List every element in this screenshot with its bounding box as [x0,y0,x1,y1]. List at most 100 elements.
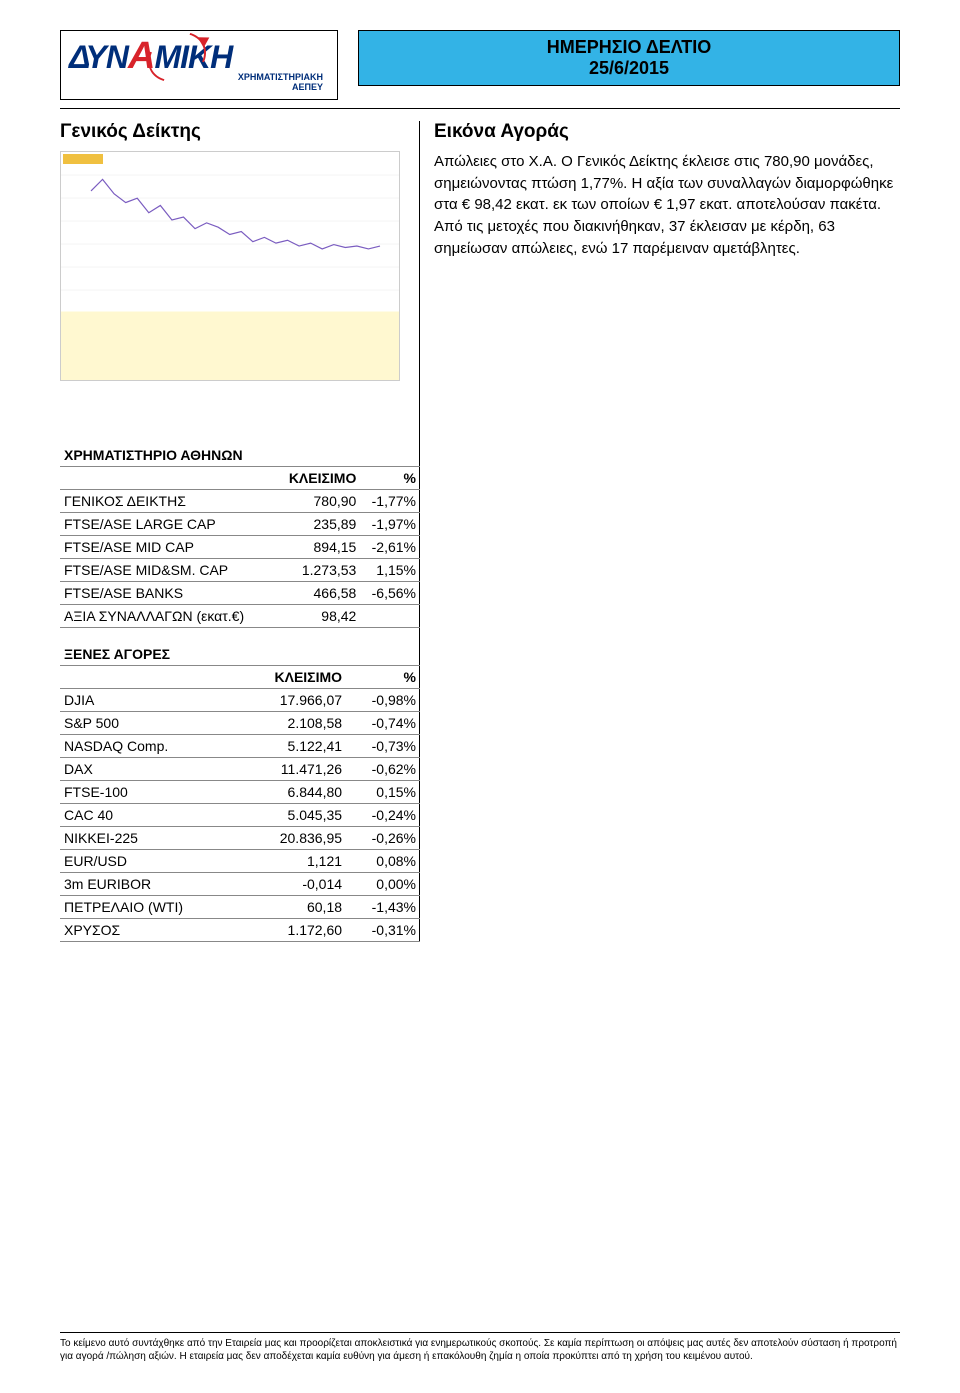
row-name: DJIA [60,688,239,711]
table-row: FTSE/ASE LARGE CAP235,89-1,97% [60,512,420,535]
row-close: 60,18 [239,895,346,918]
logo-box: ΔΥΝΑΜΙΚΗ ΧΡΗΜΑΤΙΣΤΗΡΙΑΚΗ ΑΕΠΕΥ [60,30,338,100]
row-pct: 0,08% [346,849,420,872]
row-close: 894,15 [274,535,360,558]
right-column: Εικόνα Αγοράς Απώλειες στο Χ.Α. Ο Γενικό… [420,121,900,942]
row-pct: 0,15% [346,780,420,803]
row-close: 98,42 [274,604,360,627]
row-pct: -0,31% [346,918,420,941]
header: ΔΥΝΑΜΙΚΗ ΧΡΗΜΑΤΙΣΤΗΡΙΑΚΗ ΑΕΠΕΥ ΗΜΕΡΗΣΙΟ … [60,30,900,100]
row-close: 2.108,58 [239,711,346,734]
row-close: 5.122,41 [239,734,346,757]
row-pct: -1,77% [360,489,420,512]
row-close: 1.273,53 [274,558,360,581]
table-header [60,665,239,688]
report-title: ΗΜΕΡΗΣΙΟ ΔΕΛΤΙΟ [369,37,889,58]
row-name: FTSE/ASE MID CAP [60,535,274,558]
logo-sub-line: ΧΡΗΜΑΤΙΣΤΗΡΙΑΚΗ [238,72,323,82]
row-name: ΑΞΙΑ ΣΥΝΑΛΛΑΓΩΝ (εκατ.€) [60,604,274,627]
row-name: ΓΕΝΙΚΟΣ ΔΕΙΚΤΗΣ [60,489,274,512]
row-pct: -6,56% [360,581,420,604]
content: Γενικός Δείκτης ΧΡΗΜΑΤΙΣΤΗΡΙΟ ΑΘΗΝΩΝΚΛΕΙ… [60,121,900,942]
row-pct: -0,73% [346,734,420,757]
row-name: S&P 500 [60,711,239,734]
market-summary: Απώλειες στο Χ.Α. Ο Γενικός Δείκτης έκλε… [434,151,900,260]
table-row: DAX11.471,26-0,62% [60,757,420,780]
disclaimer: Το κείμενο αυτό συντάχθηκε από την Εταιρ… [60,1332,900,1363]
logo: ΔΥΝΑΜΙΚΗ ΧΡΗΜΑΤΙΣΤΗΡΙΑΚΗ ΑΕΠΕΥ [69,37,329,93]
table-row: NASDAQ Comp.5.122,41-0,73% [60,734,420,757]
report-date: 25/6/2015 [369,58,889,79]
left-heading: Γενικός Δείκτης [60,121,405,143]
row-name: NIKKEI-225 [60,826,239,849]
logo-subtitle: ΧΡΗΜΑΤΙΣΤΗΡΙΑΚΗ ΑΕΠΕΥ [69,73,323,93]
row-close: 17.966,07 [239,688,346,711]
row-pct: 1,15% [360,558,420,581]
table-header: ΚΛΕΙΣΙΜΟ [274,466,360,489]
row-name: EUR/USD [60,849,239,872]
athens-table: ΧΡΗΜΑΤΙΣΤΗΡΙΟ ΑΘΗΝΩΝΚΛΕΙΣΙΜΟ%ΓΕΝΙΚΟΣ ΔΕΙ… [60,441,420,628]
row-name: FTSE/ASE MID&SM. CAP [60,558,274,581]
table-row: FTSE-1006.844,800,15% [60,780,420,803]
row-pct: -0,98% [346,688,420,711]
row-name: NASDAQ Comp. [60,734,239,757]
chart-svg [61,152,400,381]
row-pct: -1,97% [360,512,420,535]
logo-char: Υ [86,39,106,75]
right-heading: Εικόνα Αγοράς [434,121,900,143]
row-close: 780,90 [274,489,360,512]
table-row: FTSE/ASE BANKS466,58-6,56% [60,581,420,604]
table-row: CAC 405.045,35-0,24% [60,803,420,826]
row-close: 5.045,35 [239,803,346,826]
table-row: ΑΞΙΑ ΣΥΝΑΛΛΑΓΩΝ (εκατ.€)98,42 [60,604,420,627]
table-row: ΧΡΥΣΟΣ1.172,60-0,31% [60,918,420,941]
row-pct: -1,43% [346,895,420,918]
row-close: 235,89 [274,512,360,535]
table-row: ΓΕΝΙΚΟΣ ΔΕΙΚΤΗΣ780,90-1,77% [60,489,420,512]
row-close: 466,58 [274,581,360,604]
row-name: FTSE/ASE BANKS [60,581,274,604]
row-close: -0,014 [239,872,346,895]
table-row: S&P 5002.108,58-0,74% [60,711,420,734]
row-pct: -0,62% [346,757,420,780]
left-column: Γενικός Δείκτης ΧΡΗΜΑΤΙΣΤΗΡΙΟ ΑΘΗΝΩΝΚΛΕΙ… [60,121,420,942]
row-name: FTSE/ASE LARGE CAP [60,512,274,535]
row-pct: -0,24% [346,803,420,826]
tables-region: ΧΡΗΜΑΤΙΣΤΗΡΙΟ ΑΘΗΝΩΝΚΛΕΙΣΙΜΟ%ΓΕΝΙΚΟΣ ΔΕΙ… [60,441,405,942]
table-title: ΞΕΝΕΣ ΑΓΟΡΕΣ [60,640,420,666]
index-chart [60,151,400,381]
row-name: ΠΕΤΡΕΛΑΙΟ (WTI) [60,895,239,918]
logo-char: Δ [69,39,86,75]
table-title: ΧΡΗΜΑΤΙΣΤΗΡΙΟ ΑΘΗΝΩΝ [60,441,420,467]
foreign-table: ΞΕΝΕΣ ΑΓΟΡΕΣΚΛΕΙΣΙΜΟ%DJIA17.966,07-0,98%… [60,640,420,942]
logo-char: Ν [106,39,128,75]
table-row: FTSE/ASE MID&SM. CAP1.273,531,15% [60,558,420,581]
table-header: ΚΛΕΙΣΙΜΟ [239,665,346,688]
table-header: % [346,665,420,688]
logo-sub-line: ΑΕΠΕΥ [292,82,323,92]
row-name: 3m EURIBOR [60,872,239,895]
row-pct [360,604,420,627]
row-close: 1.172,60 [239,918,346,941]
row-close: 20.836,95 [239,826,346,849]
table-row: NIKKEI-22520.836,95-0,26% [60,826,420,849]
table-row: DJIA17.966,07-0,98% [60,688,420,711]
title-box: ΗΜΕΡΗΣΙΟ ΔΕΛΤΙΟ 25/6/2015 [358,30,900,86]
table-header: % [360,466,420,489]
table-header [60,466,274,489]
row-close: 11.471,26 [239,757,346,780]
table-row: FTSE/ASE MID CAP894,15-2,61% [60,535,420,558]
row-close: 6.844,80 [239,780,346,803]
divider [60,108,900,109]
row-pct: 0,00% [346,872,420,895]
row-name: DAX [60,757,239,780]
row-pct: -0,74% [346,711,420,734]
row-pct: -2,61% [360,535,420,558]
row-name: ΧΡΥΣΟΣ [60,918,239,941]
row-name: FTSE-100 [60,780,239,803]
table-row: 3m EURIBOR-0,0140,00% [60,872,420,895]
table-row: EUR/USD1,1210,08% [60,849,420,872]
row-close: 1,121 [239,849,346,872]
table-row: ΠΕΤΡΕΛΑΙΟ (WTI)60,18-1,43% [60,895,420,918]
row-name: CAC 40 [60,803,239,826]
